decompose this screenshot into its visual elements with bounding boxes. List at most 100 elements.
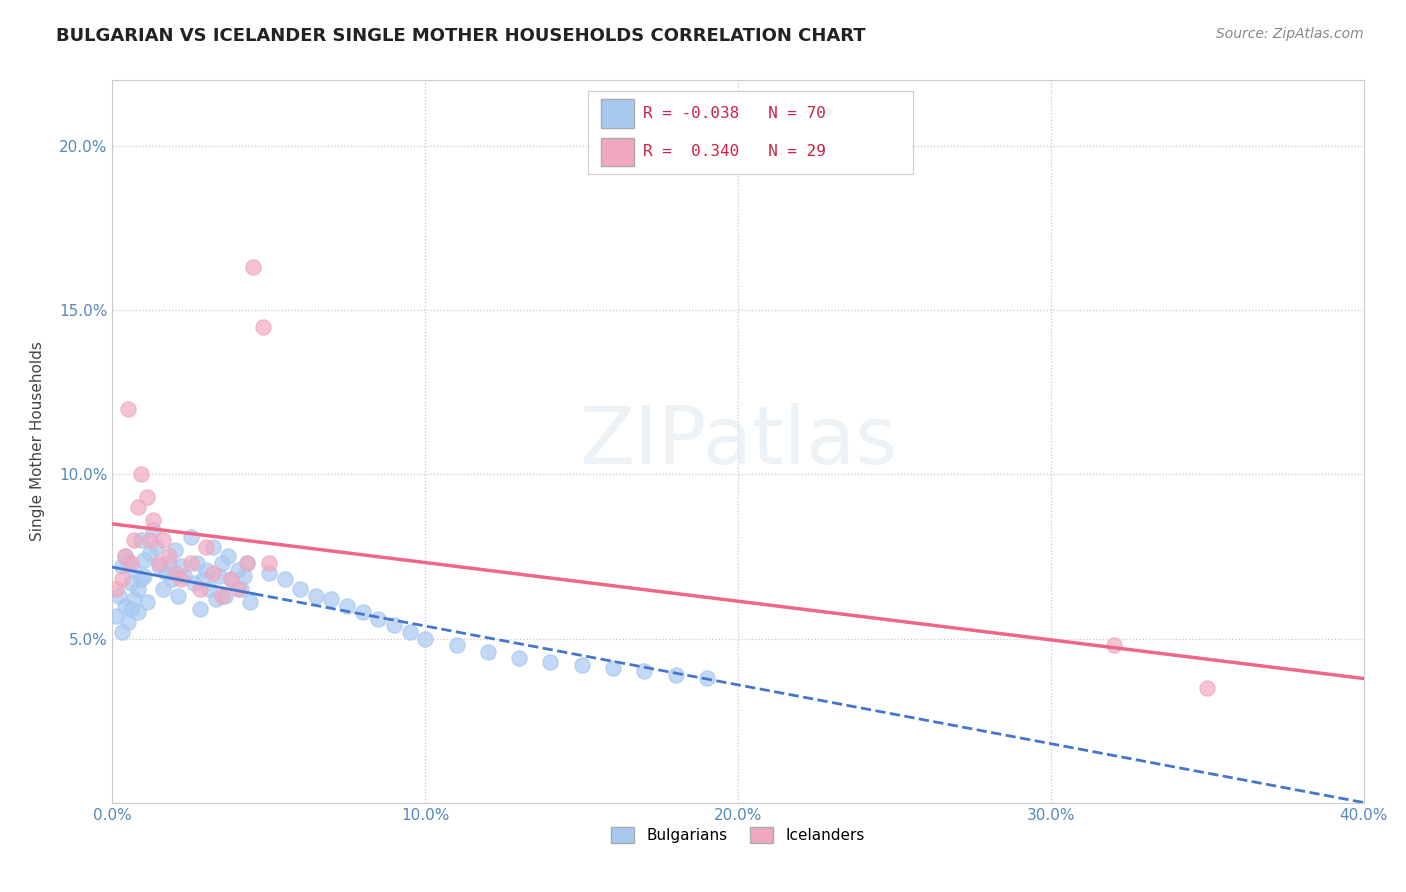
Point	[226, 563, 249, 577]
Point	[111, 559, 134, 574]
Point	[135, 595, 157, 609]
Point	[211, 589, 233, 603]
Point	[211, 556, 233, 570]
Point	[170, 559, 193, 574]
Point	[446, 638, 468, 652]
Point	[226, 582, 249, 597]
Point	[696, 671, 718, 685]
Point	[104, 608, 127, 623]
Point	[415, 632, 437, 646]
Point	[201, 540, 224, 554]
Point	[132, 569, 155, 583]
Point	[139, 546, 162, 560]
Point	[129, 533, 152, 547]
Point	[571, 657, 593, 672]
Point	[127, 500, 149, 515]
Point	[180, 530, 202, 544]
Point	[633, 665, 655, 679]
Point	[239, 595, 262, 609]
Point	[142, 523, 165, 537]
Point	[173, 569, 195, 583]
Point	[664, 667, 686, 681]
Point	[1197, 681, 1219, 695]
Point	[336, 599, 359, 613]
Point	[132, 553, 155, 567]
Point	[229, 582, 252, 597]
Point	[198, 582, 221, 597]
Point	[139, 533, 162, 547]
Point	[163, 566, 186, 580]
Text: ZIPatlas: ZIPatlas	[579, 402, 897, 481]
Point	[129, 573, 152, 587]
Point	[257, 556, 280, 570]
Point	[142, 513, 165, 527]
Point	[157, 549, 180, 564]
Point	[111, 573, 134, 587]
Point	[117, 401, 139, 416]
Point	[1102, 638, 1125, 652]
Point	[208, 569, 231, 583]
Point	[114, 599, 136, 613]
Point	[236, 556, 259, 570]
Point	[195, 540, 218, 554]
Point	[124, 592, 146, 607]
Point	[127, 582, 149, 597]
Point	[257, 566, 280, 580]
Point	[508, 651, 530, 665]
Point	[290, 582, 312, 597]
Point	[152, 582, 174, 597]
Point	[602, 661, 624, 675]
Point	[155, 566, 177, 580]
Point	[352, 605, 374, 619]
Text: Source: ZipAtlas.com: Source: ZipAtlas.com	[1216, 27, 1364, 41]
Point	[477, 645, 499, 659]
Point	[195, 563, 218, 577]
Point	[221, 573, 243, 587]
Point	[252, 319, 274, 334]
Point	[120, 575, 142, 590]
Point	[193, 573, 215, 587]
Point	[540, 655, 562, 669]
Point	[152, 533, 174, 547]
Point	[398, 625, 420, 640]
Point	[273, 573, 295, 587]
Point	[367, 612, 389, 626]
Point	[120, 556, 142, 570]
Point	[180, 556, 202, 570]
Point	[124, 563, 146, 577]
Point	[382, 618, 405, 632]
Point	[104, 582, 127, 597]
Y-axis label: Single Mother Households: Single Mother Households	[31, 342, 45, 541]
Text: BULGARIAN VS ICELANDER SINGLE MOTHER HOUSEHOLDS CORRELATION CHART: BULGARIAN VS ICELANDER SINGLE MOTHER HOU…	[56, 27, 866, 45]
Point	[135, 491, 157, 505]
Point	[183, 575, 205, 590]
Point	[111, 625, 134, 640]
Point	[167, 589, 190, 603]
Point	[188, 582, 211, 597]
Point	[117, 615, 139, 630]
Point	[114, 549, 136, 564]
Point	[145, 540, 167, 554]
Point	[120, 602, 142, 616]
Point	[163, 542, 186, 557]
Point	[114, 549, 136, 564]
Legend: Bulgarians, Icelanders: Bulgarians, Icelanders	[605, 822, 872, 849]
Point	[124, 533, 146, 547]
Point	[129, 467, 152, 482]
Point	[232, 569, 254, 583]
Point	[217, 549, 239, 564]
Point	[242, 260, 264, 275]
Point	[117, 556, 139, 570]
Point	[188, 602, 211, 616]
Point	[201, 566, 224, 580]
Point	[321, 592, 343, 607]
Point	[186, 556, 208, 570]
Point	[236, 556, 259, 570]
Point	[107, 589, 129, 603]
Point	[160, 573, 183, 587]
Point	[157, 556, 180, 570]
Point	[127, 605, 149, 619]
Point	[214, 589, 236, 603]
Point	[305, 589, 328, 603]
Point	[221, 573, 243, 587]
